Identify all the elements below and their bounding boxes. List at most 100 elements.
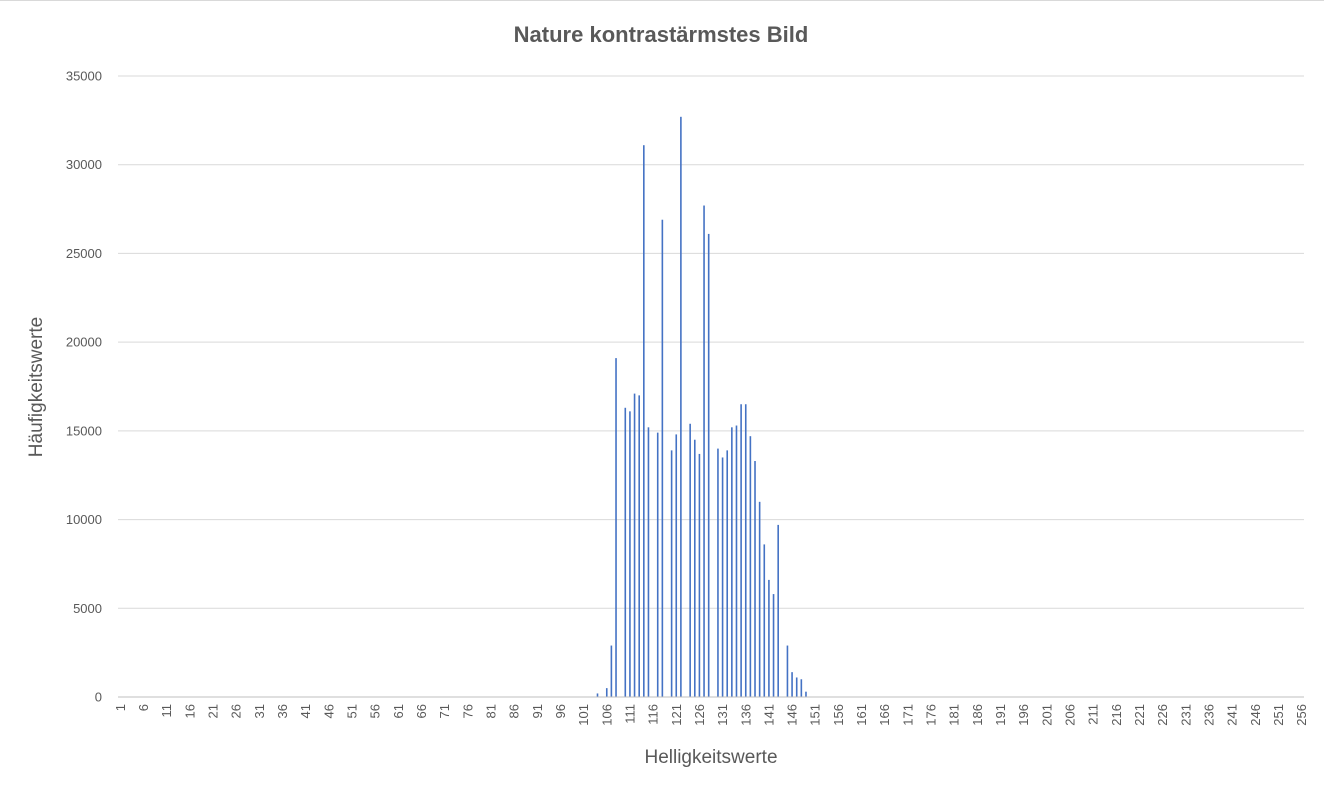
histogram-bar — [629, 411, 631, 697]
x-tick-label: 16 — [182, 704, 197, 718]
histogram-bar — [624, 407, 627, 697]
x-tick-label: 36 — [275, 704, 290, 718]
x-tick-label: 256 — [1294, 704, 1309, 726]
histogram-bar — [596, 693, 599, 697]
x-tick-label: 251 — [1271, 704, 1286, 726]
histogram-bar — [693, 439, 696, 697]
histogram-bar — [643, 145, 645, 697]
x-tick-label: 186 — [970, 704, 985, 726]
y-tick-label: 10000 — [66, 512, 102, 527]
x-tick-label: 106 — [599, 704, 614, 726]
histogram-bar — [768, 579, 770, 697]
x-axis-title: Helligkeitswerte — [644, 747, 777, 768]
y-tick-label: 20000 — [66, 335, 102, 350]
histogram-bar — [661, 219, 664, 697]
x-tick-label: 46 — [321, 704, 336, 718]
x-tick-label: 196 — [1016, 704, 1031, 726]
x-tick-label: 131 — [715, 704, 730, 726]
x-tick-label: 236 — [1202, 704, 1217, 726]
x-tick-label: 211 — [1086, 704, 1101, 725]
x-tick-label: 91 — [530, 704, 545, 718]
histogram-bar — [735, 425, 738, 697]
histogram-bar — [772, 594, 775, 697]
x-tick-label: 51 — [344, 704, 359, 718]
histogram-bar — [800, 679, 803, 697]
histogram-bar — [670, 450, 673, 697]
x-tick-label: 11 — [159, 704, 174, 718]
y-tick-label: 35000 — [66, 69, 102, 84]
x-tick-label: 216 — [1109, 704, 1124, 726]
x-tick-label: 56 — [368, 704, 383, 718]
x-tick-label: 76 — [460, 704, 475, 718]
histogram-bar — [647, 427, 650, 697]
x-tick-label: 226 — [1155, 704, 1170, 726]
histogram-bar — [703, 205, 705, 697]
x-tick-label: 151 — [808, 704, 823, 726]
x-tick-label: 41 — [298, 704, 313, 718]
x-tick-label: 246 — [1248, 704, 1263, 726]
histogram-bar — [717, 448, 719, 697]
x-tick-label: 81 — [483, 704, 498, 718]
x-tick-label: 126 — [692, 704, 707, 726]
x-tick-label: 71 — [437, 704, 452, 718]
x-tick-label: 61 — [391, 704, 406, 718]
x-axis-tick-labels: 1 6 1 1 16 21 26 31 36 41 46 51 56 6 1 66 71 76 81 86 91 96 10… — [113, 704, 1309, 726]
histogram-bar — [656, 432, 659, 697]
x-tick-label: 101 — [576, 704, 591, 726]
x-tick-label: 31 — [252, 704, 267, 718]
x-tick-label: 161 — [854, 704, 869, 726]
x-tick-label: 146 — [785, 704, 800, 726]
x-tick-label: 176 — [924, 704, 939, 726]
x-tick-label: 241 — [1225, 704, 1240, 726]
histogram-bar — [707, 233, 710, 697]
histogram-bar — [721, 457, 724, 697]
histogram-bar — [805, 691, 807, 697]
y-tick-label: 5000 — [73, 601, 102, 616]
histogram-bar — [754, 461, 756, 697]
x-tick-label: 156 — [831, 704, 846, 726]
histogram-bar — [726, 450, 729, 697]
histogram-bar — [744, 404, 747, 697]
histogram-bar — [777, 524, 779, 697]
chart-title: Nature kontrastärmstes Bild — [514, 22, 809, 47]
histogram-bar — [698, 453, 701, 697]
bar-series — [596, 116, 807, 697]
x-tick-label: 26 — [229, 704, 244, 718]
histogram-bar — [740, 404, 742, 697]
x-tick-label: 1 — [113, 704, 128, 711]
x-tick-label: 136 — [738, 704, 753, 726]
x-tick-label: 86 — [507, 704, 522, 718]
histogram-bar — [675, 434, 678, 697]
x-tick-label: 221 — [1132, 704, 1147, 726]
x-tick-label: 206 — [1063, 704, 1078, 726]
x-tick-label: 21 — [205, 704, 220, 718]
x-tick-label: 231 — [1178, 704, 1193, 726]
histogram-bar — [763, 544, 766, 697]
histogram-bar — [749, 436, 752, 697]
x-tick-label: 141 — [761, 704, 776, 726]
histogram-bar — [615, 358, 617, 697]
x-tick-label: 181 — [947, 704, 962, 726]
x-tick-label: 166 — [877, 704, 892, 726]
histogram-bar — [791, 672, 793, 697]
gridlines — [118, 75, 1304, 609]
x-tick-label: 111 — [622, 704, 637, 724]
histogram-bar — [731, 427, 733, 697]
x-tick-label: 6 — [136, 704, 151, 711]
y-tick-label: 15000 — [66, 423, 102, 438]
y-tick-label: 30000 — [66, 157, 102, 172]
x-tick-label: 201 — [1039, 704, 1054, 726]
histogram-bar — [786, 645, 789, 697]
histogram-bar — [689, 423, 691, 697]
y-tick-label: 0 — [95, 690, 102, 705]
histogram-bar — [680, 116, 682, 697]
y-axis-title: Häufigkeitswerte — [26, 317, 47, 457]
y-axis-tick-labels: 0 5000 10000 15000 20000 25000 30000 35000 — [66, 69, 102, 705]
histogram-bar — [605, 688, 608, 697]
histogram-bar — [795, 677, 798, 697]
x-tick-label: 96 — [553, 704, 568, 718]
histogram-bar — [633, 393, 636, 697]
x-tick-label: 121 — [669, 704, 684, 726]
x-tick-label: 191 — [993, 704, 1008, 726]
